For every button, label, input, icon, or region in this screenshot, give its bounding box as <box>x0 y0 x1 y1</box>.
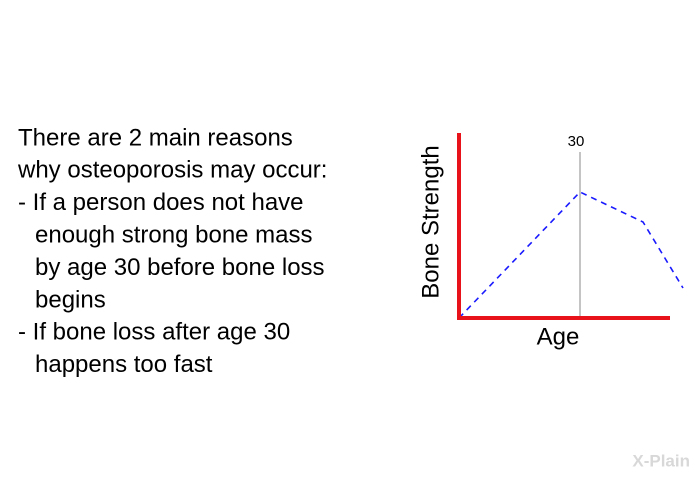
y-axis-label: Bone Strength <box>417 145 444 298</box>
text-line: There are 2 main reasons <box>18 124 293 151</box>
text-block: There are 2 main reasons why osteoporosis… <box>17 124 327 378</box>
diagram: 30 Bone Strength Age <box>417 133 684 350</box>
strength-curve <box>458 191 684 319</box>
text-line: begins <box>35 286 106 313</box>
x-axis-label: Age <box>537 323 580 350</box>
text-line: enough strong bone mass <box>35 222 313 249</box>
marker-label: 30 <box>568 133 585 150</box>
logo: X-Plain <box>632 451 690 470</box>
text-line: happens too fast <box>35 351 213 378</box>
text-line: - If a person does not have <box>18 189 304 216</box>
text-line: why osteoporosis may occur: <box>17 157 327 184</box>
text-line: - If bone loss after age 30 <box>18 319 290 346</box>
text-line: by age 30 before bone loss <box>35 254 325 281</box>
